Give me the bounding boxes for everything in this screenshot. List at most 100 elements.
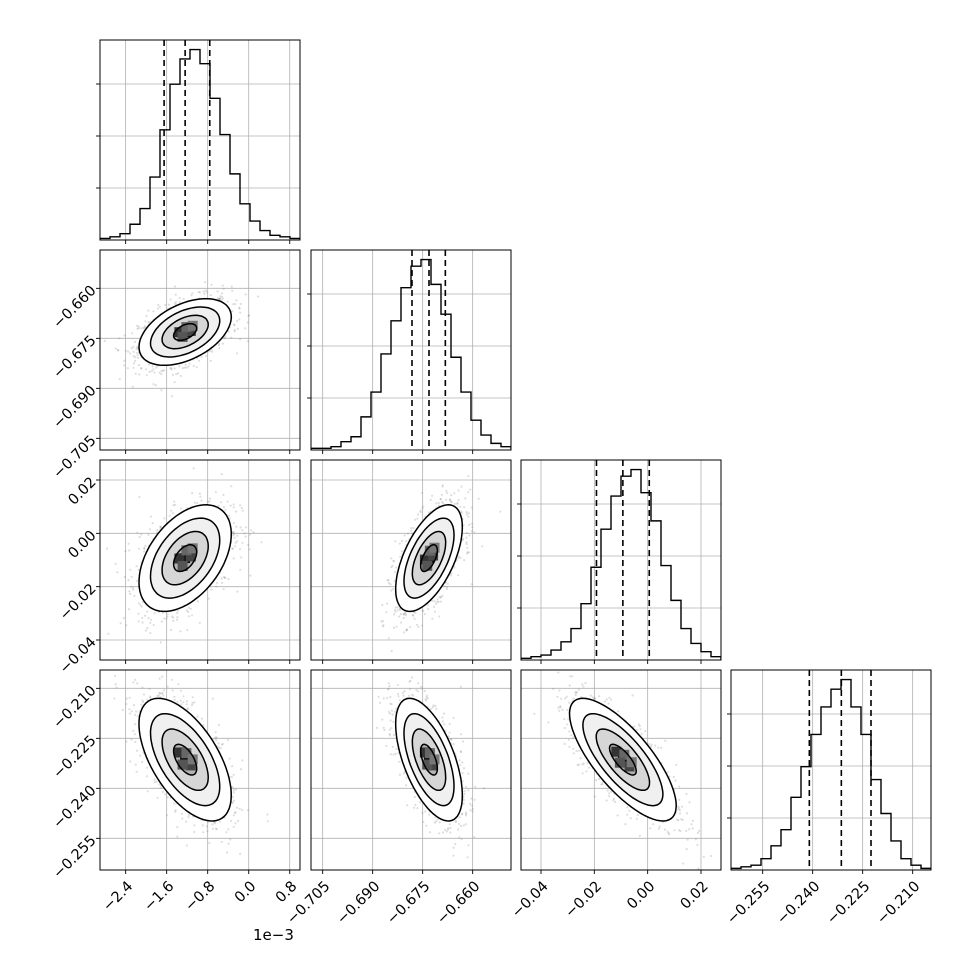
sample-point	[387, 710, 390, 714]
sample-point	[443, 585, 446, 588]
sample-point	[191, 703, 194, 707]
x-tick-label: 0.00	[624, 878, 658, 912]
sample-point	[200, 499, 203, 502]
sample-point	[457, 557, 460, 560]
sample-point	[398, 699, 401, 702]
sample-point	[238, 318, 241, 321]
sample-point	[116, 571, 119, 574]
sample-point	[162, 694, 165, 697]
sample-point	[240, 506, 243, 510]
sample-point	[125, 697, 128, 700]
sample-point	[442, 712, 446, 715]
sample-point	[226, 500, 229, 503]
sample-point	[128, 696, 131, 699]
sample-point	[142, 693, 146, 696]
sample-point	[216, 290, 219, 293]
panel-frame	[310, 249, 512, 451]
y-tick-label: −0.675	[50, 333, 99, 382]
sample-point	[140, 703, 143, 706]
sample-point	[222, 493, 225, 496]
sample-point	[169, 298, 172, 301]
sample-point	[218, 342, 221, 345]
sample-point	[459, 824, 463, 828]
sample-point	[146, 610, 149, 613]
sample-point	[449, 498, 452, 501]
sample-point	[388, 712, 391, 715]
sample-point	[173, 698, 176, 701]
sample-point	[403, 611, 407, 614]
sample-point	[243, 532, 246, 535]
sample-point	[462, 824, 465, 827]
sample-point	[394, 606, 397, 609]
sample-point	[391, 564, 394, 568]
sample-point	[471, 807, 474, 810]
panel-frame	[520, 459, 722, 661]
sample-point	[139, 754, 142, 757]
sample-point	[159, 526, 163, 529]
sample-point	[468, 534, 471, 537]
sample-point	[187, 615, 190, 618]
sample-point	[187, 610, 190, 614]
sample-point	[682, 862, 685, 865]
sample-point	[232, 825, 235, 828]
sample-point	[214, 827, 218, 830]
sample-point	[402, 616, 405, 620]
sample-point	[151, 365, 154, 368]
sample-point	[206, 830, 209, 833]
sample-point	[247, 543, 250, 547]
sample-point	[462, 538, 465, 541]
sample-point	[241, 509, 244, 512]
sample-point	[217, 742, 220, 745]
sample-point	[164, 303, 167, 307]
sample-point	[170, 368, 173, 371]
sample-point	[228, 514, 231, 517]
sample-point	[425, 696, 428, 699]
sample-point	[149, 696, 152, 699]
sample-point	[222, 576, 225, 579]
sample-point	[167, 303, 170, 306]
sample-point	[231, 786, 234, 789]
density-core	[419, 542, 440, 571]
sample-point	[179, 689, 183, 692]
sample-point	[568, 745, 571, 748]
sample-point	[467, 789, 470, 792]
sample-point	[129, 712, 132, 715]
sample-point	[135, 710, 138, 713]
density-core	[174, 747, 198, 771]
sample-point	[143, 547, 146, 550]
sample-point	[206, 500, 209, 503]
sample-point	[138, 373, 141, 376]
sample-point	[425, 699, 428, 702]
sample-point	[392, 560, 395, 563]
sample-point	[232, 799, 236, 802]
sample-point	[598, 778, 601, 781]
sample-point	[179, 507, 182, 510]
sample-point	[266, 813, 269, 816]
sample-point	[450, 494, 453, 497]
sample-point	[176, 372, 180, 375]
sample-point	[158, 783, 161, 786]
sample-point	[116, 349, 119, 352]
sample-point	[157, 303, 160, 306]
sample-point	[616, 710, 620, 713]
sample-point	[465, 541, 468, 544]
y-tick-label: −0.210	[50, 683, 99, 732]
sample-point	[256, 295, 260, 298]
sample-point	[690, 823, 693, 826]
sample-point	[220, 743, 224, 746]
sample-point	[115, 686, 118, 689]
sample-point	[152, 310, 155, 313]
sample-point	[558, 689, 561, 692]
sample-point	[176, 826, 179, 829]
sample-point	[593, 697, 597, 700]
sample-point	[696, 843, 699, 847]
sample-point	[441, 716, 444, 719]
sample-point	[587, 766, 590, 769]
panel-frame	[99, 39, 301, 241]
y-tick-label: −0.690	[50, 383, 99, 432]
sample-point	[182, 297, 185, 300]
sample-point	[159, 692, 162, 695]
sample-point	[685, 829, 688, 833]
sample-point	[467, 844, 470, 847]
